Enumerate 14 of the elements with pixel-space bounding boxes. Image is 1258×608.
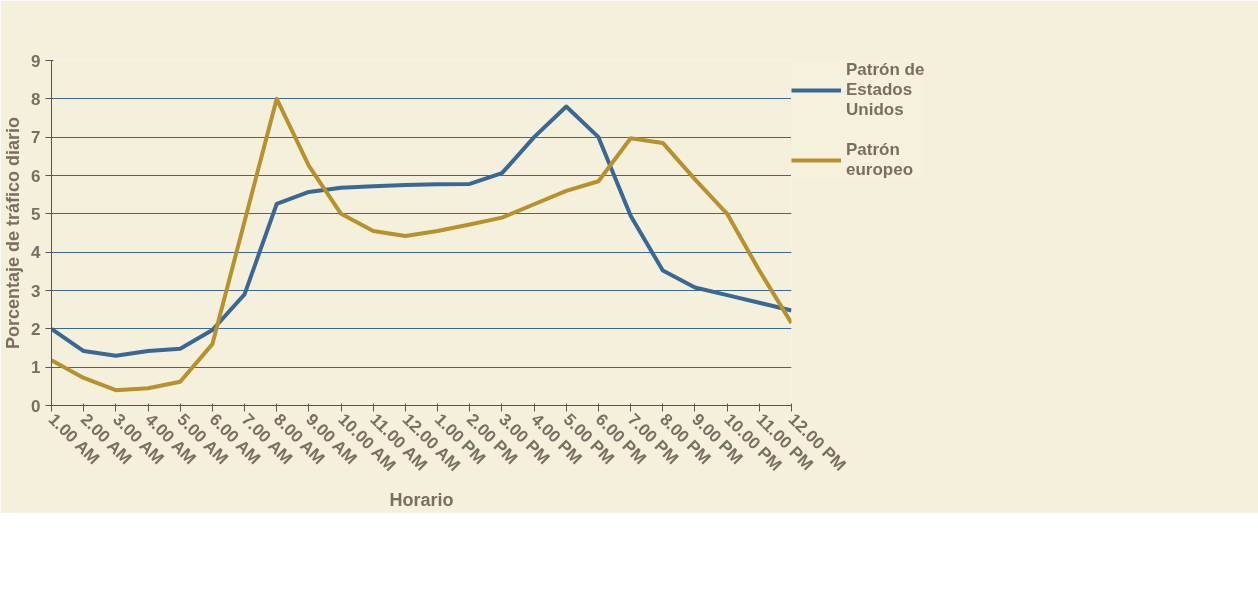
- y-tick-label: 1: [31, 358, 41, 378]
- y-tick-label: 3: [31, 281, 41, 301]
- y-tick-label: 2: [31, 319, 41, 339]
- x-axis-title: Horario: [389, 490, 454, 511]
- legend-label: Patrón de Estados Unidos: [846, 60, 925, 120]
- y-tick-label: 7: [31, 128, 41, 148]
- y-tick-label: 8: [31, 89, 41, 109]
- y-tick-label: 5: [31, 204, 41, 224]
- y-tick-label: 9: [31, 51, 41, 71]
- y-tick-label: 6: [31, 166, 41, 186]
- legend-label: Patrón europeo: [846, 140, 914, 180]
- y-axis-title: Porcentaje de tráfico diario: [3, 116, 24, 350]
- y-tick-label: 0: [31, 396, 41, 416]
- y-tick-label: 4: [31, 243, 42, 263]
